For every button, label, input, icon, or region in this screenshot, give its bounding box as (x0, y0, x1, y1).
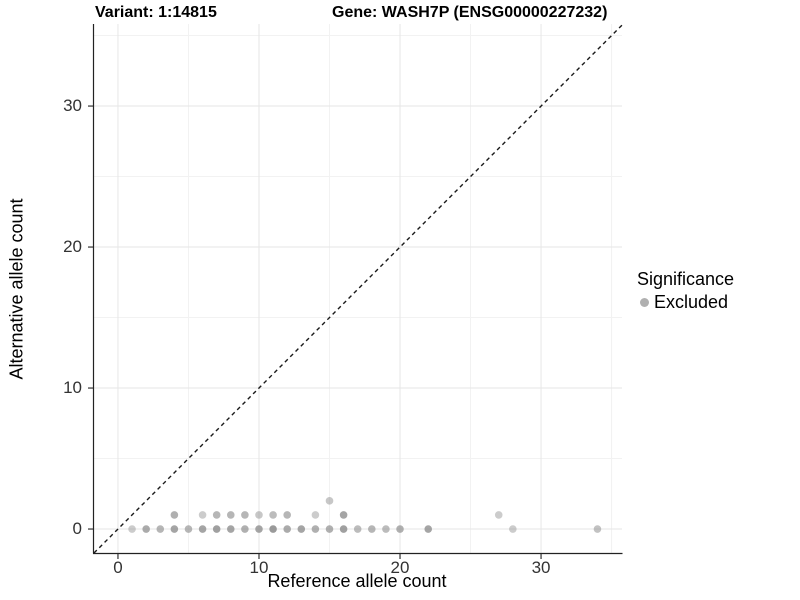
data-point (311, 525, 320, 533)
data-point (212, 525, 221, 533)
identity-dashed-line (93, 24, 623, 554)
data-point (198, 525, 207, 533)
data-point (424, 525, 433, 533)
legend-item-label: Excluded (654, 292, 729, 312)
data-point (353, 525, 362, 533)
data-point (241, 511, 249, 519)
data-point (283, 525, 291, 533)
data-point (241, 525, 249, 533)
y-tick-label: 20 (63, 237, 82, 257)
x-tick-label: 10 (249, 558, 269, 577)
data-point (128, 525, 136, 533)
data-point (325, 497, 334, 505)
x-tick-label: 30 (531, 558, 551, 577)
data-point (311, 511, 320, 519)
data-point (283, 511, 291, 519)
y-tick-label: 0 (72, 519, 82, 539)
data-point (142, 525, 150, 533)
x-axis-title: Reference allele count (267, 571, 447, 591)
gene-title: Gene: WASH7P (ENSG00000227232) (332, 4, 608, 21)
data-point (156, 525, 165, 533)
data-point (170, 525, 179, 533)
data-point (226, 525, 235, 533)
legend-item-excluded: Excluded (640, 292, 734, 312)
data-point (184, 525, 193, 533)
data-point (269, 525, 277, 533)
x-tick-label: 0 (113, 558, 123, 577)
data-point (212, 511, 221, 519)
data-point (368, 525, 376, 533)
excluded-point-key-icon (640, 297, 649, 307)
data-point (325, 525, 334, 533)
y-axis-title: Alternative allele count (6, 198, 27, 380)
data-point (396, 525, 404, 533)
variant-title: Variant: 1:14815 (95, 4, 217, 21)
data-point (269, 511, 277, 519)
y-tick-label: 10 (63, 378, 82, 398)
data-point (339, 525, 348, 533)
data-point (593, 525, 602, 533)
data-point (170, 511, 179, 519)
data-point (339, 511, 348, 519)
data-point (509, 525, 517, 533)
data-point (494, 511, 503, 519)
legend-title: Significance (637, 269, 735, 289)
data-point (255, 525, 263, 533)
data-point (226, 511, 235, 519)
data-point (255, 511, 263, 519)
data-point (198, 511, 207, 519)
y-tick-label: 30 (63, 96, 82, 116)
legend: Significance Excluded (637, 268, 734, 312)
data-point (297, 525, 306, 533)
x-tick-label: 20 (390, 558, 410, 577)
data-point (382, 525, 390, 533)
